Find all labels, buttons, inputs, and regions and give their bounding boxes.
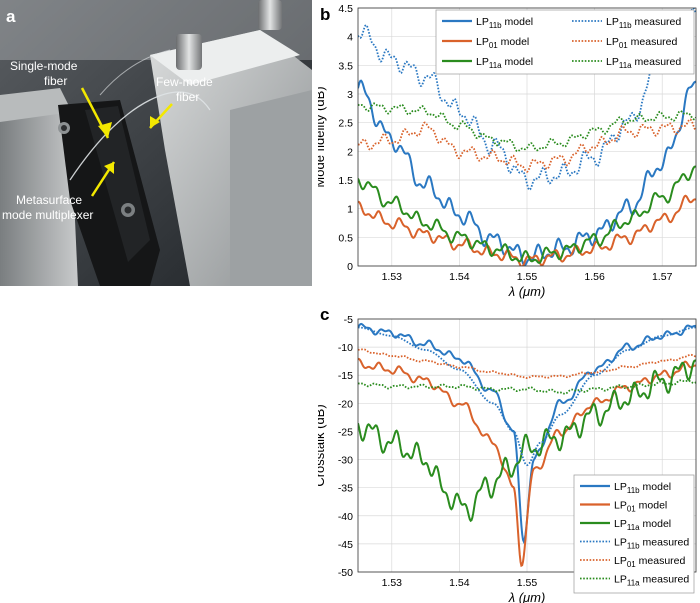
label-metasurface-line1: Metasurface <box>16 193 82 207</box>
panel-c-crosstalk-chart: c -5 -10 -15 -20 -25 -30 -35 -40 -45 -50 1.53 1.54 1… <box>318 305 697 603</box>
panel-a-photo: a Single-mode fiber Few-mode fiber Metas… <box>0 0 312 286</box>
panel-b-legend-label: LP11b measured <box>606 16 681 30</box>
panel-a-letter: a <box>6 7 16 26</box>
panel-b-xtick-label: 1.56 <box>584 271 605 283</box>
panel-b-ytick-label: 0 <box>347 261 353 273</box>
label-single-mode-line2: fiber <box>44 74 67 88</box>
panel-c-series-01-model <box>358 357 696 568</box>
panel-b-ticks: 0 0.5 1 1.5 2 2.5 3 3.5 4 4.5 1.53 1.54 1.55 1.56 1.57 <box>338 3 672 283</box>
panel-b-ytick-label: 0.5 <box>338 232 353 244</box>
panel-b-legend: LP11b model LP01 model LP11a model LP11b me… <box>435 9 695 75</box>
panel-b-xtick-label: 1.55 <box>517 271 538 283</box>
panel-b-legend-label: LP11a model <box>476 56 533 70</box>
panel-b-ytick-label: 2.5 <box>338 118 353 130</box>
panel-c-ytick-label: -45 <box>338 539 353 551</box>
panel-c-legend-label: LP11b measured <box>614 537 689 551</box>
panel-c-xlabel: λ (μm) <box>508 590 546 603</box>
panel-c-legend: LP11b model LP01 model LP11a model LP11b me… <box>573 474 695 594</box>
panel-b-legend-label: LP01 model <box>476 36 529 50</box>
panel-c-ytick-label: -10 <box>338 342 353 354</box>
panel-b-series-11a-measured <box>358 102 696 153</box>
panel-c-ytick-label: -20 <box>338 398 353 410</box>
panel-b-plot-frame <box>357 7 697 267</box>
panel-b-legend-label: LP11a measured <box>606 56 681 70</box>
panel-c-ytick-label: -15 <box>338 370 353 382</box>
panel-b-ytick-label: 3.5 <box>338 60 353 72</box>
panel-c-series-11b-measured <box>358 326 696 467</box>
panel-b-legend-box <box>435 9 695 75</box>
panel-b-ytick-label: 1 <box>347 204 353 216</box>
panel-c-series-11a-model <box>358 359 696 523</box>
label-metasurface-line2: mode multiplexer <box>2 208 93 222</box>
panel-c-ytick-label: -25 <box>338 426 353 438</box>
panel-c-legend-label: LP11a measured <box>614 574 689 588</box>
panel-c-letter: c <box>320 305 329 324</box>
panel-c-series-01-measured <box>358 348 696 379</box>
panel-c-xtick-label: 1.55 <box>517 577 538 589</box>
panel-c-ytick-label: -5 <box>344 314 353 326</box>
panel-c-xtick-label: 1.54 <box>449 577 470 589</box>
panel-c-xtick-label: 1.53 <box>382 577 403 589</box>
label-few-mode-line2: fiber <box>176 90 199 104</box>
panel-b-series-11b-model <box>358 79 696 266</box>
panel-b-legend-label: LP11b model <box>476 16 533 30</box>
panel-c-ytick-label: -50 <box>338 567 353 579</box>
panel-b-ytick-label: 2 <box>347 146 353 158</box>
panel-c-ylabel: Crosstalk (dB) <box>318 404 327 486</box>
panel-b-xtick-label: 1.57 <box>652 271 673 283</box>
label-single-mode-line1: Single-mode <box>10 59 78 73</box>
panel-b-ytick-label: 1.5 <box>338 175 353 187</box>
panel-b-xtick-label: 1.54 <box>449 271 470 283</box>
panel-b-xtick-label: 1.53 <box>382 271 403 283</box>
panel-b-series-01-model <box>358 194 696 266</box>
panel-b-ytick-label: 4 <box>347 32 353 44</box>
panel-c-ytick-label: -40 <box>338 511 353 523</box>
panel-b-series <box>358 8 696 266</box>
panel-b-ytick-label: 3 <box>347 89 353 101</box>
label-few-mode-line1: Few-mode <box>156 75 213 89</box>
panel-c-legend-label: LP01 model <box>614 500 667 514</box>
panel-c-legend-label: LP11a model <box>614 518 671 532</box>
panel-c-ytick-label: -30 <box>338 455 353 467</box>
panel-b-series-01-measured <box>358 118 696 173</box>
panel-c-legend-box <box>573 474 695 594</box>
panel-c-series-11a-measured <box>358 379 696 395</box>
panel-b-mode-fidelity-chart: b 0 0.5 1 1.5 2 2.5 3 3.5 4 4.5 1.53 1.54 1.55 1.56 1.… <box>318 3 697 299</box>
panel-c-ytick-label: -35 <box>338 483 353 495</box>
panel-c-legend-label: LP01 measured <box>614 555 686 569</box>
panel-b-legend-label: LP01 measured <box>606 36 678 50</box>
panel-b-xlabel: λ (μm) <box>508 284 546 299</box>
panel-b-ytick-label: 4.5 <box>338 3 353 15</box>
panel-b-series-11a-model <box>358 165 696 265</box>
panel-c-legend-label: LP11b model <box>614 481 671 495</box>
panel-b-letter: b <box>320 5 330 24</box>
panel-c-plot-frame <box>357 318 697 573</box>
panel-c-series <box>358 322 696 568</box>
panel-b-ylabel: Mode fidelity (dB) <box>318 86 327 187</box>
